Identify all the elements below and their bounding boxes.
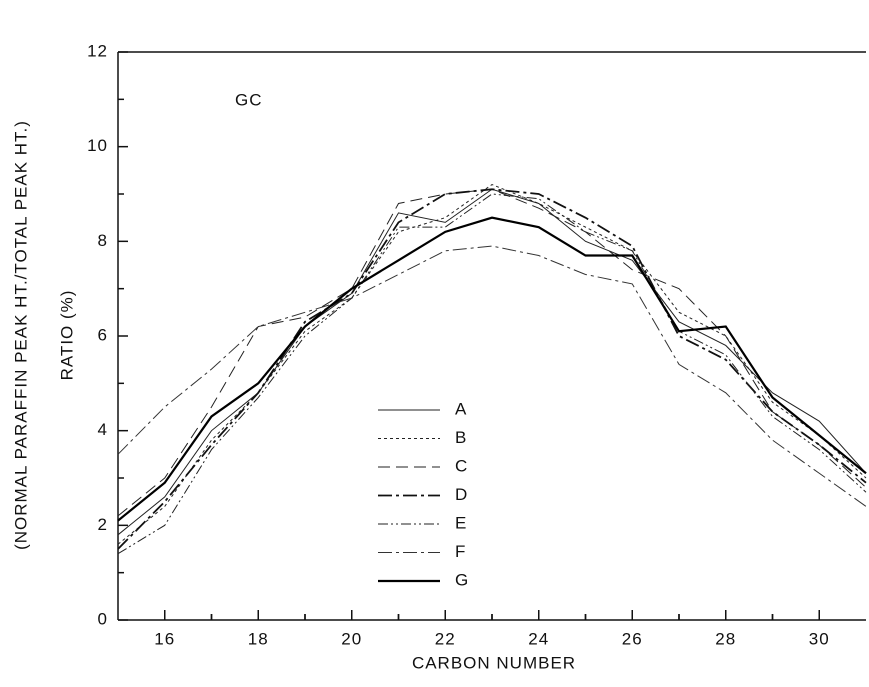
series-line xyxy=(117,183,867,545)
y-axis-label: (NORMAL PARAFFIN PEAK HT./TOTAL PEAK HT.… xyxy=(11,120,30,550)
y-tick-label: 8 xyxy=(98,231,108,250)
y-tick-label: 6 xyxy=(98,325,108,344)
x-tick-label: 26 xyxy=(622,629,643,648)
y-tick-label: 2 xyxy=(98,515,108,534)
legend-label: A xyxy=(455,399,467,418)
x-tick-label: 22 xyxy=(435,629,456,648)
x-tick-label: 20 xyxy=(341,629,362,648)
y-tick-label: 12 xyxy=(87,41,108,60)
legend-label: C xyxy=(455,456,468,475)
legend-label: B xyxy=(455,428,467,447)
x-tick-label: 24 xyxy=(528,629,549,648)
series-line xyxy=(117,193,867,555)
legend-label: E xyxy=(455,513,467,532)
series-line xyxy=(117,188,867,550)
y-tick-label: 0 xyxy=(98,609,108,628)
series-line xyxy=(117,245,867,507)
legend-label: D xyxy=(455,485,468,504)
x-tick-label: 30 xyxy=(809,629,830,648)
series-line xyxy=(117,188,867,536)
series-line xyxy=(117,216,867,522)
x-tick-label: 16 xyxy=(154,629,175,648)
y-axis-label: RATIO (%) xyxy=(57,290,76,381)
annotation: GC xyxy=(235,90,263,109)
y-tick-label: 10 xyxy=(87,136,108,155)
x-tick-label: 28 xyxy=(715,629,736,648)
x-axis-label: CARBON NUMBER xyxy=(412,653,576,672)
legend-label: G xyxy=(455,570,469,589)
y-tick-label: 4 xyxy=(98,420,108,439)
legend-label: F xyxy=(455,542,466,561)
x-tick-label: 18 xyxy=(248,629,269,648)
